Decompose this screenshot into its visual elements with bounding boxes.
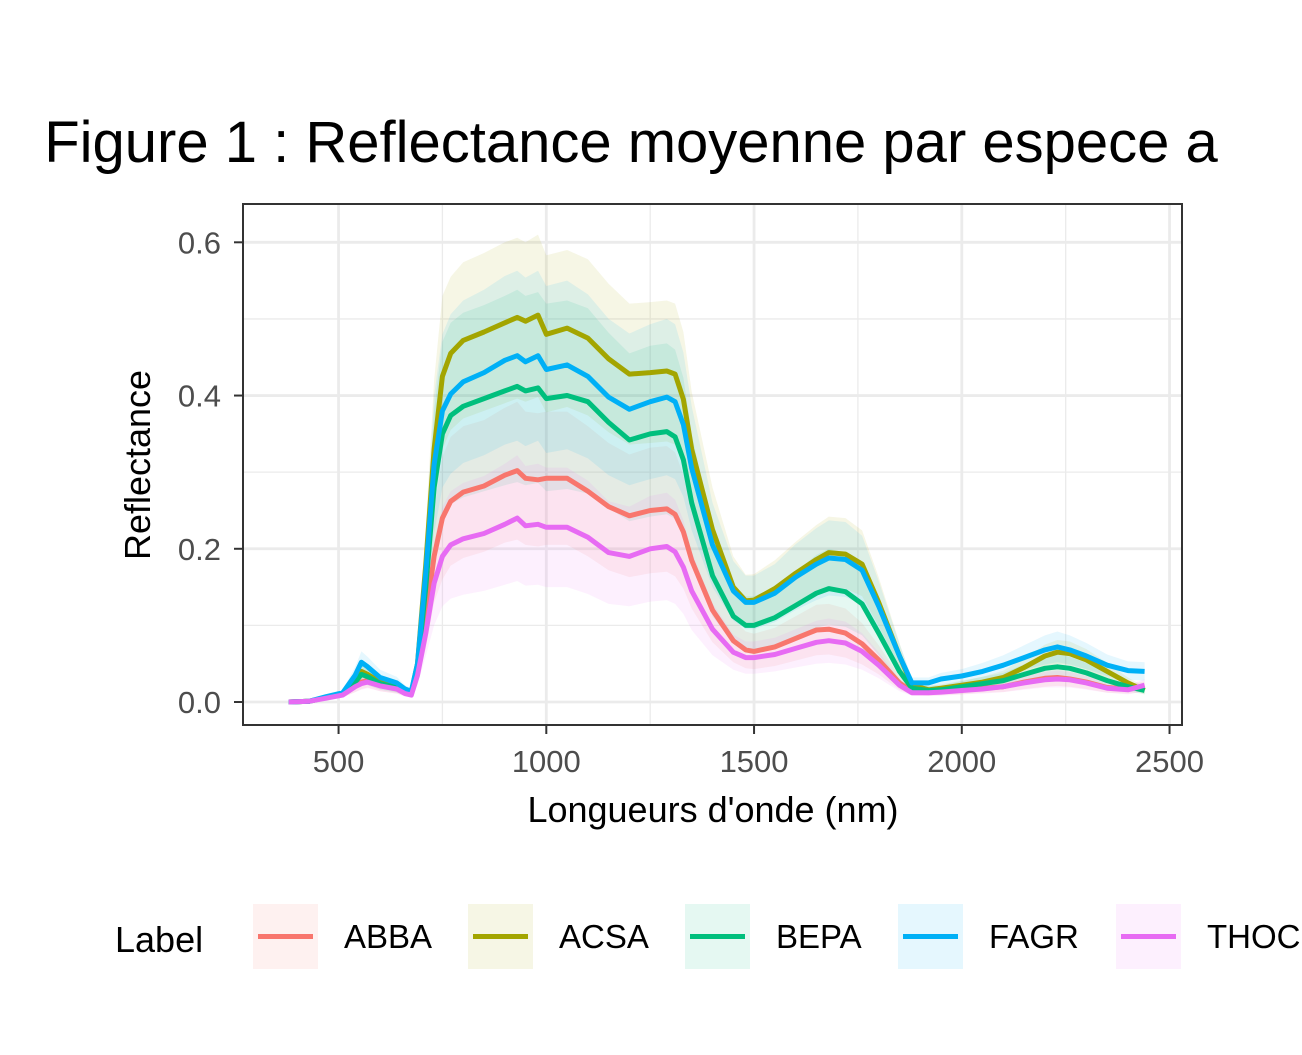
line-fagr <box>288 353 1145 705</box>
x-tick-label: 1000 <box>512 744 581 779</box>
chart-title: Figure 1 : Reflectance moyenne par espec… <box>44 110 1218 175</box>
panel-border <box>242 203 1183 726</box>
y-tick-label: 0.4 <box>178 379 221 414</box>
y-tick-label: 0.6 <box>178 225 221 260</box>
line-thoc <box>288 515 1146 705</box>
legend-label-thoc: THOC <box>1207 918 1301 955</box>
plot-panel <box>243 204 1182 725</box>
panel-background <box>243 204 1182 725</box>
series-lines <box>288 312 1146 705</box>
x-tick-label: 1500 <box>720 744 789 779</box>
panel-frame <box>242 203 1183 726</box>
x-tick-label: 2500 <box>1135 744 1204 779</box>
band-fagr <box>288 270 1145 702</box>
band-thoc <box>288 455 1145 702</box>
x-axis-label: Longueurs d'onde (nm) <box>527 789 898 830</box>
y-axis-label: Reflectance <box>117 370 158 560</box>
legend-title: Label <box>115 919 203 960</box>
legend-label-fagr: FAGR <box>989 918 1079 955</box>
y-tick-label: 0.0 <box>178 685 221 720</box>
legend-label-bepa: BEPA <box>776 918 862 955</box>
x-axis-ticks: 500 1000 1500 2000 2500 <box>313 725 1204 779</box>
y-axis-ticks: 0.0 0.2 0.4 0.6 <box>178 225 243 720</box>
legend-label-abba: ABBA <box>344 918 432 955</box>
band-acsa <box>288 234 1145 702</box>
legend: ABBA ACSA BEPA FAGR THOC <box>253 904 1301 969</box>
x-tick-label: 2000 <box>927 744 996 779</box>
legend-label-acsa: ACSA <box>559 918 649 955</box>
x-tick-label: 500 <box>313 744 365 779</box>
y-tick-label: 0.2 <box>178 532 221 567</box>
